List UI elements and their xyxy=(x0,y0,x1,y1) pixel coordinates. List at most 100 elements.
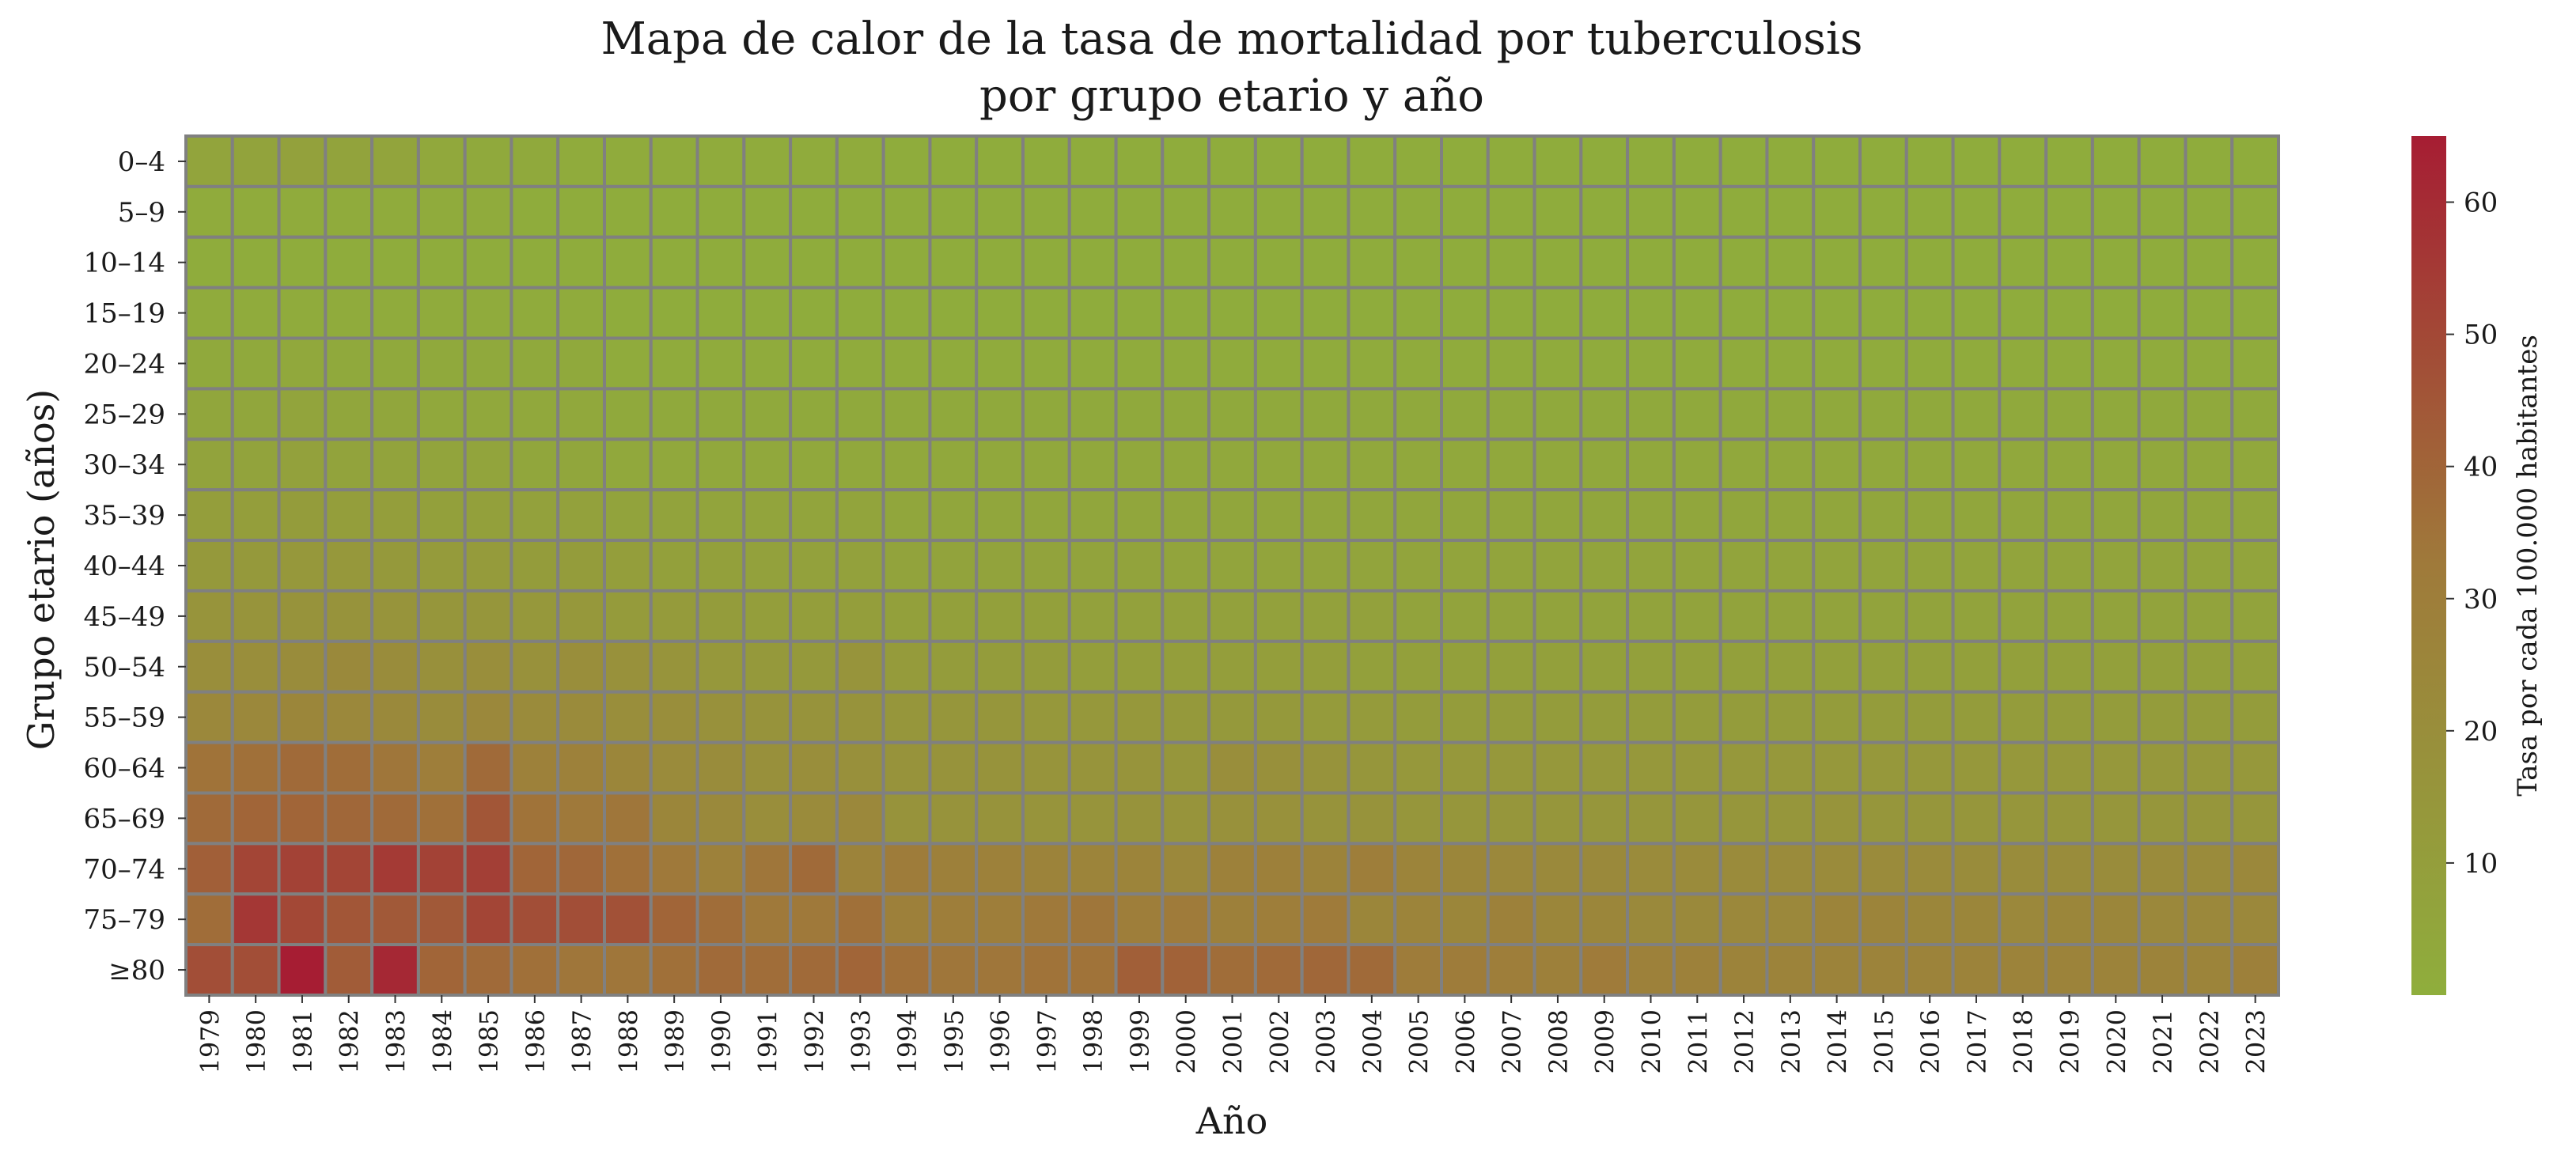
heatmap-cell xyxy=(1067,235,1118,290)
heatmap-cell xyxy=(1440,336,1490,391)
x-tick-label: 2015 xyxy=(1869,1009,1899,1073)
heatmap-cell xyxy=(789,842,839,896)
heatmap-cell xyxy=(1858,488,1908,543)
heatmap-cell xyxy=(370,740,420,795)
heatmap-cell xyxy=(1021,286,1071,340)
heatmap-cell xyxy=(1440,842,1490,896)
heatmap-cell xyxy=(928,184,979,239)
heatmap-cell xyxy=(230,488,281,543)
heatmap-cell xyxy=(1672,842,1722,896)
heatmap-cell xyxy=(230,892,281,947)
heatmap-cell xyxy=(2044,589,2094,643)
heatmap-cell xyxy=(1207,589,1257,643)
heatmap-cell xyxy=(2137,639,2188,694)
heatmap-cell xyxy=(1718,842,1769,896)
heatmap-cell xyxy=(1626,539,1676,592)
heatmap-cell xyxy=(881,134,932,188)
heatmap-cell xyxy=(1161,943,1211,997)
heatmap-cell xyxy=(742,892,793,947)
heatmap-cell xyxy=(1998,336,2048,391)
heatmap-cell xyxy=(463,235,513,290)
heatmap-cell xyxy=(1812,134,1862,188)
heatmap-cell xyxy=(1161,437,1211,492)
heatmap-cell xyxy=(2230,791,2280,846)
heatmap-cell xyxy=(1161,740,1211,795)
x-tick-label: 1989 xyxy=(660,1009,690,1073)
heatmap-cell xyxy=(1532,589,1583,643)
heatmap-cell xyxy=(2184,740,2234,795)
heatmap-cell xyxy=(1812,488,1862,543)
heatmap-cell xyxy=(975,539,1025,592)
heatmap-cell xyxy=(1114,740,1165,795)
heatmap-cell xyxy=(1300,336,1351,391)
heatmap-cell xyxy=(1207,690,1257,744)
heatmap-cell xyxy=(277,539,328,592)
heatmap-cell xyxy=(1486,387,1536,441)
heatmap-cell xyxy=(1393,488,1443,543)
heatmap-cell xyxy=(277,842,328,896)
heatmap-cell xyxy=(2090,387,2141,441)
heatmap-cell xyxy=(2230,488,2280,543)
heatmap-cell xyxy=(230,539,281,592)
x-tick-label: 2014 xyxy=(1823,1009,1853,1073)
heatmap-cell xyxy=(1067,842,1118,896)
heatmap-cell xyxy=(463,387,513,441)
heatmap-cell xyxy=(1904,589,1955,643)
heatmap-cell xyxy=(1858,539,1908,592)
heatmap-cell xyxy=(649,690,699,744)
heatmap-cell xyxy=(881,943,932,997)
x-tick-label: 1980 xyxy=(241,1009,271,1073)
heatmap-cell xyxy=(2090,539,2141,592)
heatmap-cell xyxy=(277,589,328,643)
heatmap-cell xyxy=(1765,134,1816,188)
heatmap-cell xyxy=(510,892,560,947)
heatmap-cell xyxy=(789,690,839,744)
heatmap-cell xyxy=(881,336,932,391)
heatmap-cell xyxy=(324,943,374,997)
heatmap-cell xyxy=(1300,589,1351,643)
heatmap-cell xyxy=(1951,336,2002,391)
heatmap-cell xyxy=(1114,336,1165,391)
x-axis-label: Año xyxy=(1195,1100,1268,1142)
heatmap-cell xyxy=(1904,740,1955,795)
heatmap-cell xyxy=(184,539,234,592)
heatmap-cell xyxy=(789,740,839,795)
heatmap-cell xyxy=(1207,336,1257,391)
heatmap-cell xyxy=(1672,791,1722,846)
heatmap-cell xyxy=(2137,437,2188,492)
heatmap-cell xyxy=(1812,842,1862,896)
heatmap-cell xyxy=(928,488,979,543)
heatmap-cell xyxy=(928,892,979,947)
heatmap-cell xyxy=(835,892,885,947)
heatmap-cell xyxy=(1021,235,1071,290)
heatmap-cell xyxy=(1253,336,1304,391)
heatmap-cell xyxy=(1300,134,1351,188)
heatmap-cell xyxy=(975,639,1025,694)
heatmap-cell xyxy=(230,740,281,795)
heatmap-cell xyxy=(2044,488,2094,543)
heatmap-cell xyxy=(416,740,467,795)
heatmap-cell xyxy=(649,639,699,694)
heatmap-cell xyxy=(1765,639,1816,694)
heatmap-cell xyxy=(2044,134,2094,188)
heatmap-cell xyxy=(2137,387,2188,441)
heatmap-cell xyxy=(1486,184,1536,239)
y-tick-label: 55–59 xyxy=(83,702,165,734)
x-tick-label: 2011 xyxy=(1683,1009,1713,1073)
heatmap-cell xyxy=(1300,387,1351,441)
heatmap-cell xyxy=(277,336,328,391)
heatmap-cell xyxy=(835,235,885,290)
heatmap-cells xyxy=(184,134,2280,997)
y-tick-label: 70–74 xyxy=(83,854,165,885)
heatmap-cell xyxy=(695,336,746,391)
heatmap-cell xyxy=(1440,488,1490,543)
heatmap-cell xyxy=(603,589,653,643)
heatmap-cell xyxy=(1253,286,1304,340)
heatmap-cell xyxy=(975,134,1025,188)
heatmap-cell xyxy=(1626,286,1676,340)
heatmap-cell xyxy=(1765,791,1816,846)
x-tick-labels: 1979 1980 1981 1982 1983 1984 1985 1986 1987 1988… xyxy=(195,995,2271,1073)
heatmap-cell xyxy=(1532,387,1583,441)
heatmap-cell xyxy=(463,539,513,592)
